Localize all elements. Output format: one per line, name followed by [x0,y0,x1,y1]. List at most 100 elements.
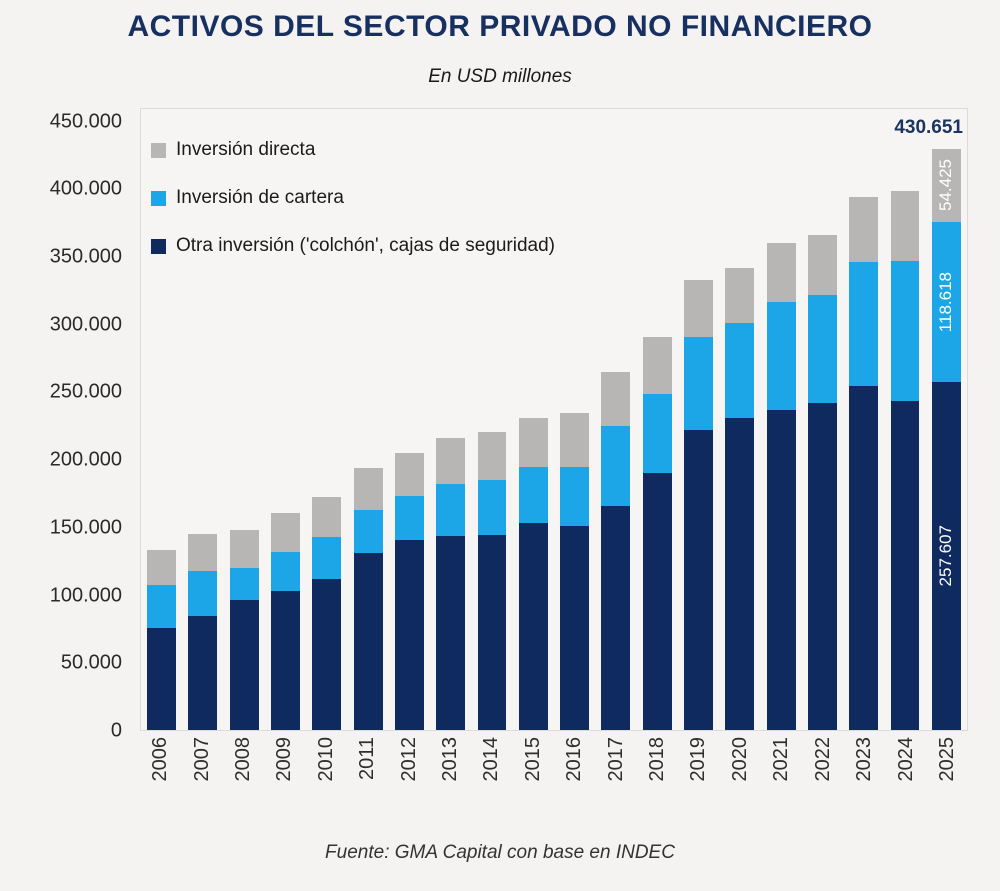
bar-2008-segment-navy [229,600,259,730]
bar-2014-segment-blue [477,479,507,535]
x-tick-2006: 2006 [149,737,172,782]
x-label-slot-2011: 2011 [347,737,388,813]
bar-2007-segment-blue [188,570,218,616]
bar-2022-segment-gray [807,235,837,296]
x-tick-2024: 2024 [894,737,917,782]
x-label-slot-2020: 2020 [720,737,761,813]
x-tick-2008: 2008 [232,737,255,782]
bar-2017 [601,109,631,730]
bar-2006-segment-blue [147,584,177,629]
bar-2008 [229,109,259,730]
bar-2020-segment-gray [725,267,755,323]
bar-2021-segment-blue [766,302,796,411]
bar-2023-segment-blue [849,261,879,386]
bar-2008-segment-gray [229,529,259,569]
bar-2024-segment-navy [890,401,920,730]
legend-label: Otra inversión ('colchón', cajas de segu… [176,235,555,256]
x-label-slot-2025: 2025 [927,737,968,813]
bar-2009 [271,109,300,730]
bar-slot-2015 [513,109,554,730]
bar-2010-segment-blue [312,536,342,580]
bar-2013-segment-navy [436,535,466,730]
x-tick-2019: 2019 [687,737,710,782]
legend-swatch-gray-icon [151,142,166,158]
bar-2017-segment-blue [601,426,631,506]
x-label-slot-2024: 2024 [885,737,926,813]
bar-2007 [188,109,218,730]
x-tick-2009: 2009 [273,737,296,782]
segment-value-label: 118.618 [936,272,956,333]
bar-2022-segment-navy [807,402,837,730]
y-axis: 0 50.000 100.000 150.000 200.000 250.000 300.0… [0,108,124,741]
bar-slot-2022 [802,109,843,730]
x-tick-2014: 2014 [480,737,503,782]
x-label-slot-2015: 2015 [513,737,554,813]
y-tick-100.000: 100.000 [49,584,122,607]
bar-2019 [684,109,713,730]
chart-title: ACTIVOS DEL SECTOR PRIVADO NO FINANCIERO [127,10,873,43]
y-tick-150.000: 150.000 [49,516,122,539]
bar-slot-2009 [265,109,306,730]
x-tick-2017: 2017 [604,737,627,782]
bar-2010-segment-gray [312,497,342,537]
total-value-label: 430.651 [894,117,963,138]
bar-2021-segment-navy [766,410,796,730]
y-tick-300.000: 300.000 [49,313,122,336]
x-tick-2022: 2022 [811,737,834,782]
bar-2018-segment-blue [642,393,672,473]
bar-2013 [436,109,466,730]
bar-slot-2011 [347,109,388,730]
bar-slot-2021 [760,109,801,730]
bar-2016-segment-blue [560,466,590,527]
bar-2012-segment-navy [394,539,424,730]
x-label-slot-2018: 2018 [637,737,678,813]
x-tick-2020: 2020 [728,737,751,782]
bar-2017-segment-navy [601,505,631,730]
bar-2022 [807,109,837,730]
bar-2018-segment-gray [642,336,672,394]
x-label-slot-2012: 2012 [388,737,429,813]
x-label-slot-2022: 2022 [803,737,844,813]
bar-2025-segment-blue: 118.618 [931,222,961,383]
x-tick-2011: 2011 [356,737,379,781]
bar-2018 [642,109,672,730]
bar-2015 [518,109,548,730]
legend-swatch-blue-icon [151,190,166,206]
bar-2012-segment-gray [394,452,424,496]
bar-slot-2020 [719,109,760,730]
bar-slot-2024 [884,109,925,730]
bar-2011-segment-navy [353,553,383,730]
legend-item-navy: Otra inversión ('colchón', cajas de segu… [151,235,555,257]
x-label-slot-2010: 2010 [306,737,347,813]
legend-item-blue: Inversión de cartera [151,187,555,209]
bar-2008-segment-blue [229,568,259,601]
x-label-slot-2021: 2021 [761,737,802,813]
x-label-slot-2013: 2013 [430,737,471,813]
segment-value-label: 54.425 [936,159,956,212]
bar-slot-2014 [471,109,512,730]
bar-slot-2018 [637,109,678,730]
x-tick-2007: 2007 [190,737,213,782]
x-label-slot-2019: 2019 [678,737,719,813]
bar-2014 [477,109,507,730]
bar-2014-segment-navy [477,534,507,730]
bar-2015-segment-navy [518,522,548,730]
bar-2014-segment-gray [477,432,507,480]
bar-2011-segment-blue [353,509,383,554]
bar-2022-segment-blue [807,295,837,403]
y-tick-0: 0 [110,719,122,742]
bar-2009-segment-gray [271,512,300,552]
x-label-slot-2016: 2016 [554,737,595,813]
bar-2013-segment-blue [436,483,466,536]
bar-slot-2025: 54.425 118.618 257.607 [926,109,967,730]
y-tick-450.000: 450.000 [49,110,122,133]
bar-2023 [849,109,879,730]
legend-label: Inversión de cartera [176,187,344,208]
legend: Inversión directa Inversión de cartera Otr… [151,139,555,283]
bar-slot-2008 [224,109,265,730]
y-tick-400.000: 400.000 [49,177,122,200]
bar-2015-segment-blue [518,467,548,523]
bar-2012 [394,109,424,730]
bar-2020 [725,109,755,730]
legend-item-gray: Inversión directa [151,139,555,161]
